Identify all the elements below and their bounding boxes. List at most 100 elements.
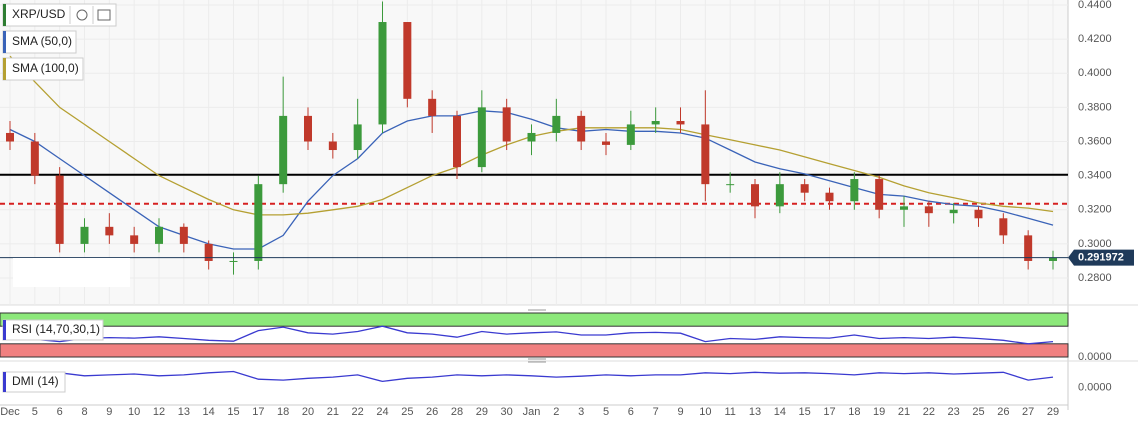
x-tick-label: 25 (401, 406, 413, 418)
y-tick-label: 0.3400 (1078, 170, 1112, 182)
x-tick-label: 2 (553, 406, 559, 418)
candle-body (30, 141, 39, 176)
candle-body (204, 243, 213, 261)
price-tag (1068, 249, 1134, 266)
x-tick-label: 22 (352, 406, 364, 418)
x-tick-label: 26 (426, 406, 438, 418)
sma50-legend[interactable]: SMA (50,0) (2, 30, 77, 54)
x-tick-label: 5 (32, 406, 38, 418)
x-tick-label: 14 (774, 406, 786, 418)
candle-body (974, 209, 983, 219)
x-tick-label: 21 (898, 406, 910, 418)
candle-body (179, 226, 188, 244)
symbol-legend[interactable]: XRP/USD (2, 3, 117, 27)
candle-body (676, 121, 685, 125)
x-tick-label: 15 (799, 406, 811, 418)
rsi-upper-band (0, 312, 1069, 327)
candle-body (850, 179, 859, 202)
x-tick-label: 11 (724, 406, 735, 418)
candle-body (229, 260, 238, 262)
candle-body (626, 124, 635, 145)
x-tick-label: 6 (57, 406, 63, 418)
candle-body (924, 206, 933, 214)
candle-body (328, 141, 337, 151)
candle-body (751, 184, 759, 207)
dmi-line (9, 370, 1054, 383)
y-tick-label: 0.4400 (1078, 0, 1112, 11)
candle-body (701, 124, 710, 185)
candle-body (1024, 235, 1033, 261)
x-tick-label: 30 (501, 406, 513, 418)
x-tick-label: 27 (1022, 406, 1034, 418)
sma100-legend[interactable]: SMA (100,0) (2, 57, 84, 81)
y-tick-label: 0.2800 (1078, 272, 1112, 284)
legend-label: SMA (100,0) (12, 61, 79, 75)
candle-body (1049, 257, 1057, 261)
x-tick-label: 13 (749, 406, 761, 418)
symbol: XRP/USD (12, 7, 66, 21)
x-tick-label: 17 (823, 406, 835, 418)
candle-body (55, 175, 64, 244)
pane-handle[interactable] (528, 358, 546, 363)
x-tick-label: 29 (1047, 406, 1059, 418)
price-tag-label: 0.291972 (1078, 252, 1124, 264)
x-tick-label: Dec (0, 406, 20, 418)
dmi-legend[interactable]: DMI (14) (2, 371, 66, 393)
x-tick-label: 3 (578, 406, 584, 418)
x-tick-label: Jan (523, 406, 541, 418)
rsi-legend[interactable]: RSI (14,70,30,1) (2, 319, 104, 341)
candle-body (651, 121, 660, 125)
candle-body (279, 115, 288, 185)
legend-label: DMI (14) (12, 374, 59, 388)
candle-body (502, 107, 511, 142)
x-tick-label: 10 (128, 406, 140, 418)
x-tick-label: 29 (476, 406, 488, 418)
x-tick-label: 19 (873, 406, 885, 418)
candle-body (999, 218, 1008, 236)
x-tick-label: 9 (106, 406, 112, 418)
plot-bg (0, 0, 1068, 305)
x-tick-label: 12 (153, 406, 165, 418)
x-tick-label: 7 (653, 406, 659, 418)
x-tick-label: 13 (178, 406, 190, 418)
candle-body (130, 235, 139, 244)
x-tick-label: 25 (972, 406, 984, 418)
x-tick-label: 5 (603, 406, 609, 418)
candle-body (775, 184, 784, 207)
candle-body (105, 226, 114, 236)
y-tick-label: 0.3200 (1078, 204, 1112, 216)
x-tick-label: 18 (848, 406, 860, 418)
y-tick-label: 0.4200 (1078, 33, 1112, 45)
y-tick-label: 0.3600 (1078, 135, 1112, 147)
candle-body (304, 115, 312, 142)
candle-body (527, 132, 536, 142)
candle-body (6, 132, 14, 142)
x-tick-label: 15 (227, 406, 239, 418)
candle-body (602, 141, 610, 145)
candle-body (155, 226, 163, 244)
y-tick-label: 0.4000 (1078, 67, 1112, 79)
candle-body (726, 184, 735, 186)
candle-body (254, 184, 263, 261)
candle-body (577, 115, 586, 142)
y-tick-label: 0.0000 (1078, 382, 1112, 394)
overlay-box (13, 258, 130, 287)
y-tick-label: 0.3000 (1078, 238, 1112, 250)
candle-body (552, 115, 561, 133)
x-tick-label: 23 (948, 406, 960, 418)
x-tick-label: 9 (677, 406, 683, 418)
x-tick-label: 26 (997, 406, 1009, 418)
x-tick-label: 17 (252, 406, 264, 418)
x-tick-label: 8 (81, 406, 87, 418)
candle-body (428, 98, 437, 116)
x-tick-label: 20 (302, 406, 314, 418)
candle-body (353, 124, 362, 151)
candle-body (825, 192, 834, 202)
candle-body (900, 206, 908, 210)
x-tick-label: 6 (628, 406, 634, 418)
candle-body (949, 209, 958, 214)
x-tick-label: 21 (327, 406, 339, 418)
rsi-lower-band (0, 343, 1069, 358)
